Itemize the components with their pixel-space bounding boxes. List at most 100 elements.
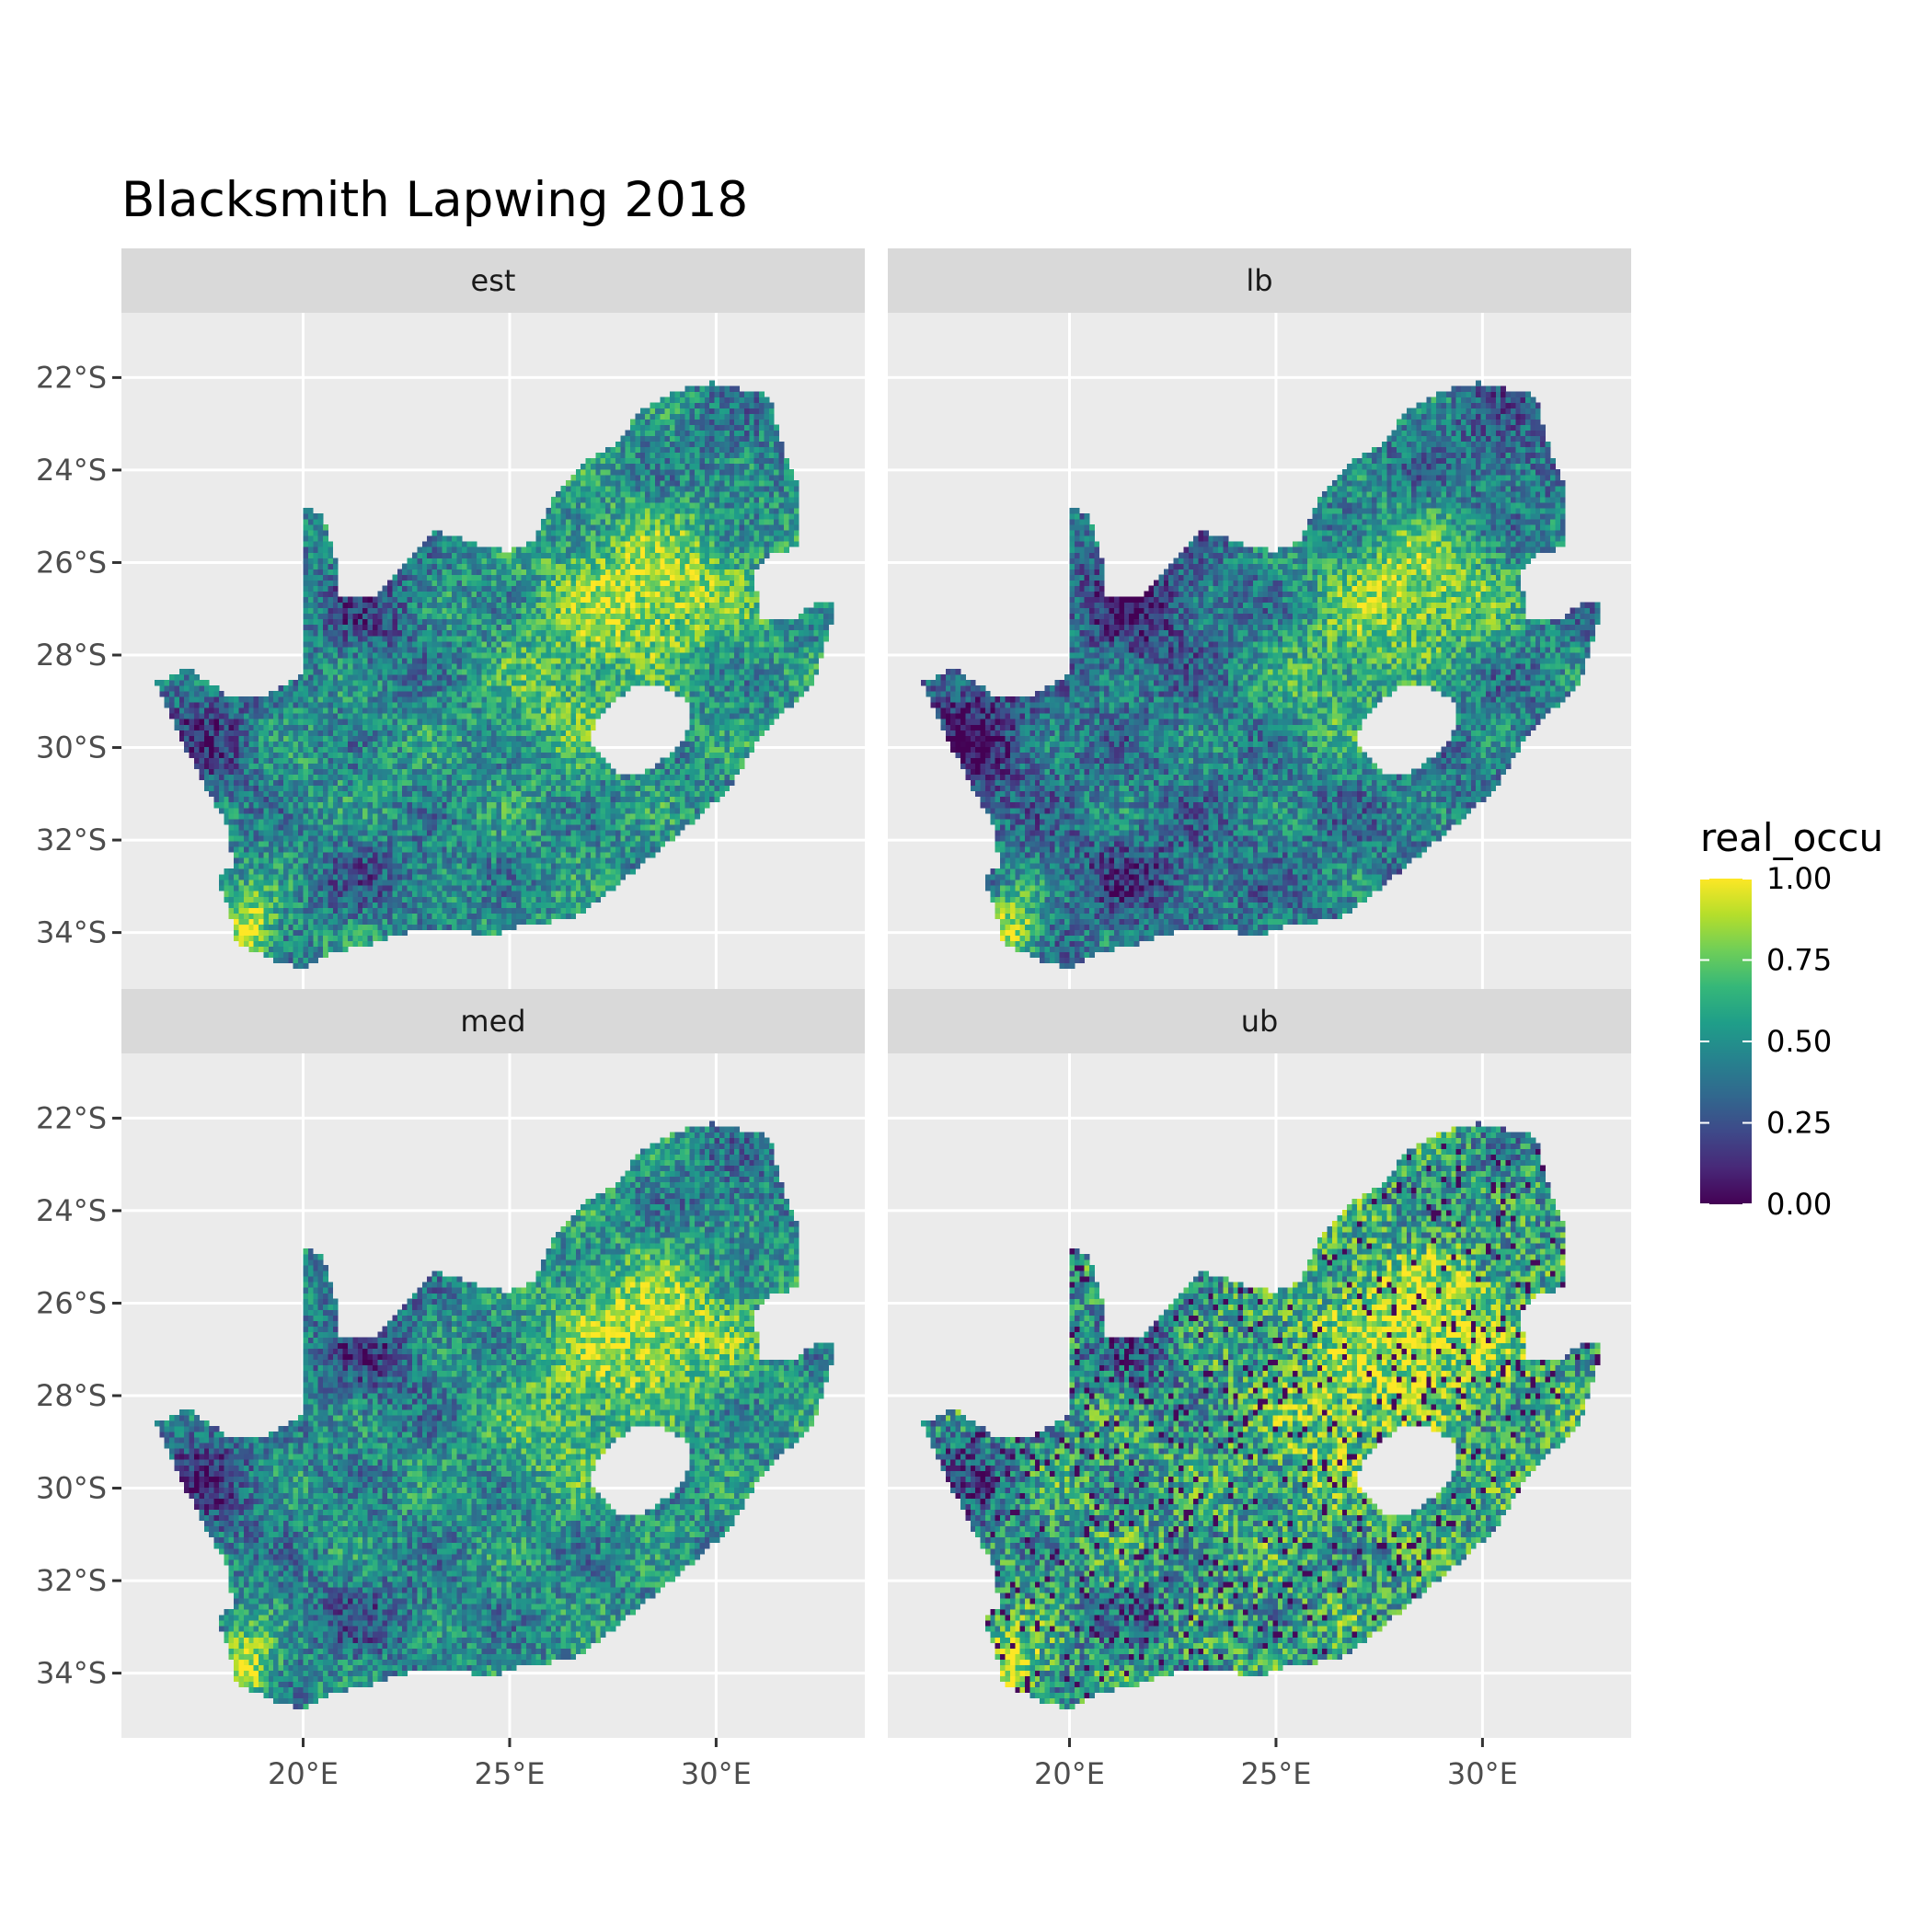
raster-cell: [328, 774, 334, 781]
raster-cell: [541, 669, 546, 675]
raster-cell: [283, 885, 289, 891]
raster-cell: [581, 558, 586, 564]
raster-cell: [407, 613, 413, 620]
raster-cell: [313, 807, 319, 814]
raster-cell: [412, 574, 418, 581]
raster-cell: [535, 618, 542, 626]
raster-cell: [442, 724, 448, 730]
raster-cell: [387, 724, 393, 730]
raster-cell: [471, 685, 477, 692]
raster-cell: [535, 530, 542, 536]
raster-cell: [263, 846, 270, 853]
raster-cell: [477, 835, 482, 842]
raster-cell: [452, 574, 457, 581]
raster-cell: [496, 591, 502, 597]
raster-cell: [288, 719, 294, 725]
raster-cell: [213, 779, 220, 787]
raster-cell: [421, 746, 428, 753]
raster-cell: [328, 580, 334, 586]
raster-cell: [298, 935, 304, 941]
raster-cell: [427, 719, 432, 725]
raster-cell: [283, 868, 289, 875]
raster-cell: [570, 585, 577, 592]
raster-cell: [546, 652, 552, 659]
raster-cell: [491, 724, 497, 730]
raster-cell: [496, 569, 502, 575]
raster-cell: [575, 519, 581, 525]
raster-cell: [348, 730, 353, 736]
raster-cell: [169, 691, 175, 697]
raster-cell: [491, 752, 497, 758]
raster-cell: [471, 863, 477, 869]
raster-cell: [387, 613, 393, 620]
raster-cell: [531, 779, 537, 787]
raster-cell: [496, 790, 502, 798]
raster-cell: [521, 702, 527, 708]
raster-cell: [452, 669, 457, 675]
raster-cell: [303, 785, 309, 792]
raster-cell: [392, 624, 398, 631]
raster-cell: [382, 696, 388, 703]
raster-cell: [491, 635, 497, 642]
raster-cell: [342, 846, 349, 853]
raster-cell: [496, 574, 502, 581]
raster-cell: [248, 768, 255, 776]
raster-cell: [199, 752, 205, 758]
raster-cell: [431, 530, 438, 536]
raster-cell: [397, 913, 403, 919]
raster-cell: [362, 880, 368, 886]
raster-cell: [263, 757, 270, 764]
raster-cell: [209, 763, 214, 769]
raster-cell: [328, 819, 334, 825]
raster-cell: [298, 835, 304, 842]
raster-cell: [387, 757, 393, 764]
raster-cell: [372, 624, 378, 631]
raster-cell: [218, 707, 224, 714]
raster-cell: [525, 624, 532, 631]
raster-cell: [506, 852, 512, 858]
raster-cell: [581, 563, 586, 569]
raster-cell: [248, 801, 255, 809]
raster-cell: [466, 752, 473, 758]
raster-cell: [332, 779, 339, 787]
raster-cell: [521, 852, 527, 858]
raster-cell: [511, 719, 517, 725]
raster-cell: [164, 691, 170, 697]
raster-cell: [387, 635, 393, 642]
raster-cell: [442, 913, 448, 919]
raster-cell: [541, 807, 546, 814]
raster-cell: [273, 896, 279, 903]
raster-cell: [516, 763, 522, 769]
raster-cell: [477, 640, 482, 648]
raster-cell: [357, 640, 363, 648]
raster-cell: [288, 752, 294, 758]
raster-cell: [437, 785, 443, 792]
raster-cell: [338, 746, 343, 753]
raster-cell: [357, 669, 363, 675]
raster-cell: [506, 801, 512, 809]
raster-cell: [412, 669, 418, 675]
raster-cell: [313, 857, 319, 864]
raster-cell: [581, 774, 586, 781]
raster-cell: [575, 835, 581, 842]
raster-cell: [412, 763, 418, 769]
raster-cell: [442, 585, 448, 592]
raster-cell: [397, 863, 403, 869]
raster-cell: [506, 680, 512, 686]
raster-cell: [307, 779, 314, 787]
raster-cell: [248, 774, 255, 781]
raster-cell: [342, 841, 349, 847]
raster-cell: [456, 907, 463, 914]
raster-cell: [218, 774, 224, 781]
raster-cell: [560, 841, 567, 847]
raster-cell: [372, 652, 378, 659]
raster-cell: [283, 807, 289, 814]
raster-cell: [338, 741, 343, 747]
raster-cell: [511, 779, 517, 787]
raster-cell: [253, 779, 259, 787]
raster-cell: [442, 702, 448, 708]
raster-cell: [228, 846, 235, 853]
raster-cell: [511, 913, 517, 919]
raster-cell: [298, 801, 304, 809]
raster-cell: [238, 896, 245, 903]
